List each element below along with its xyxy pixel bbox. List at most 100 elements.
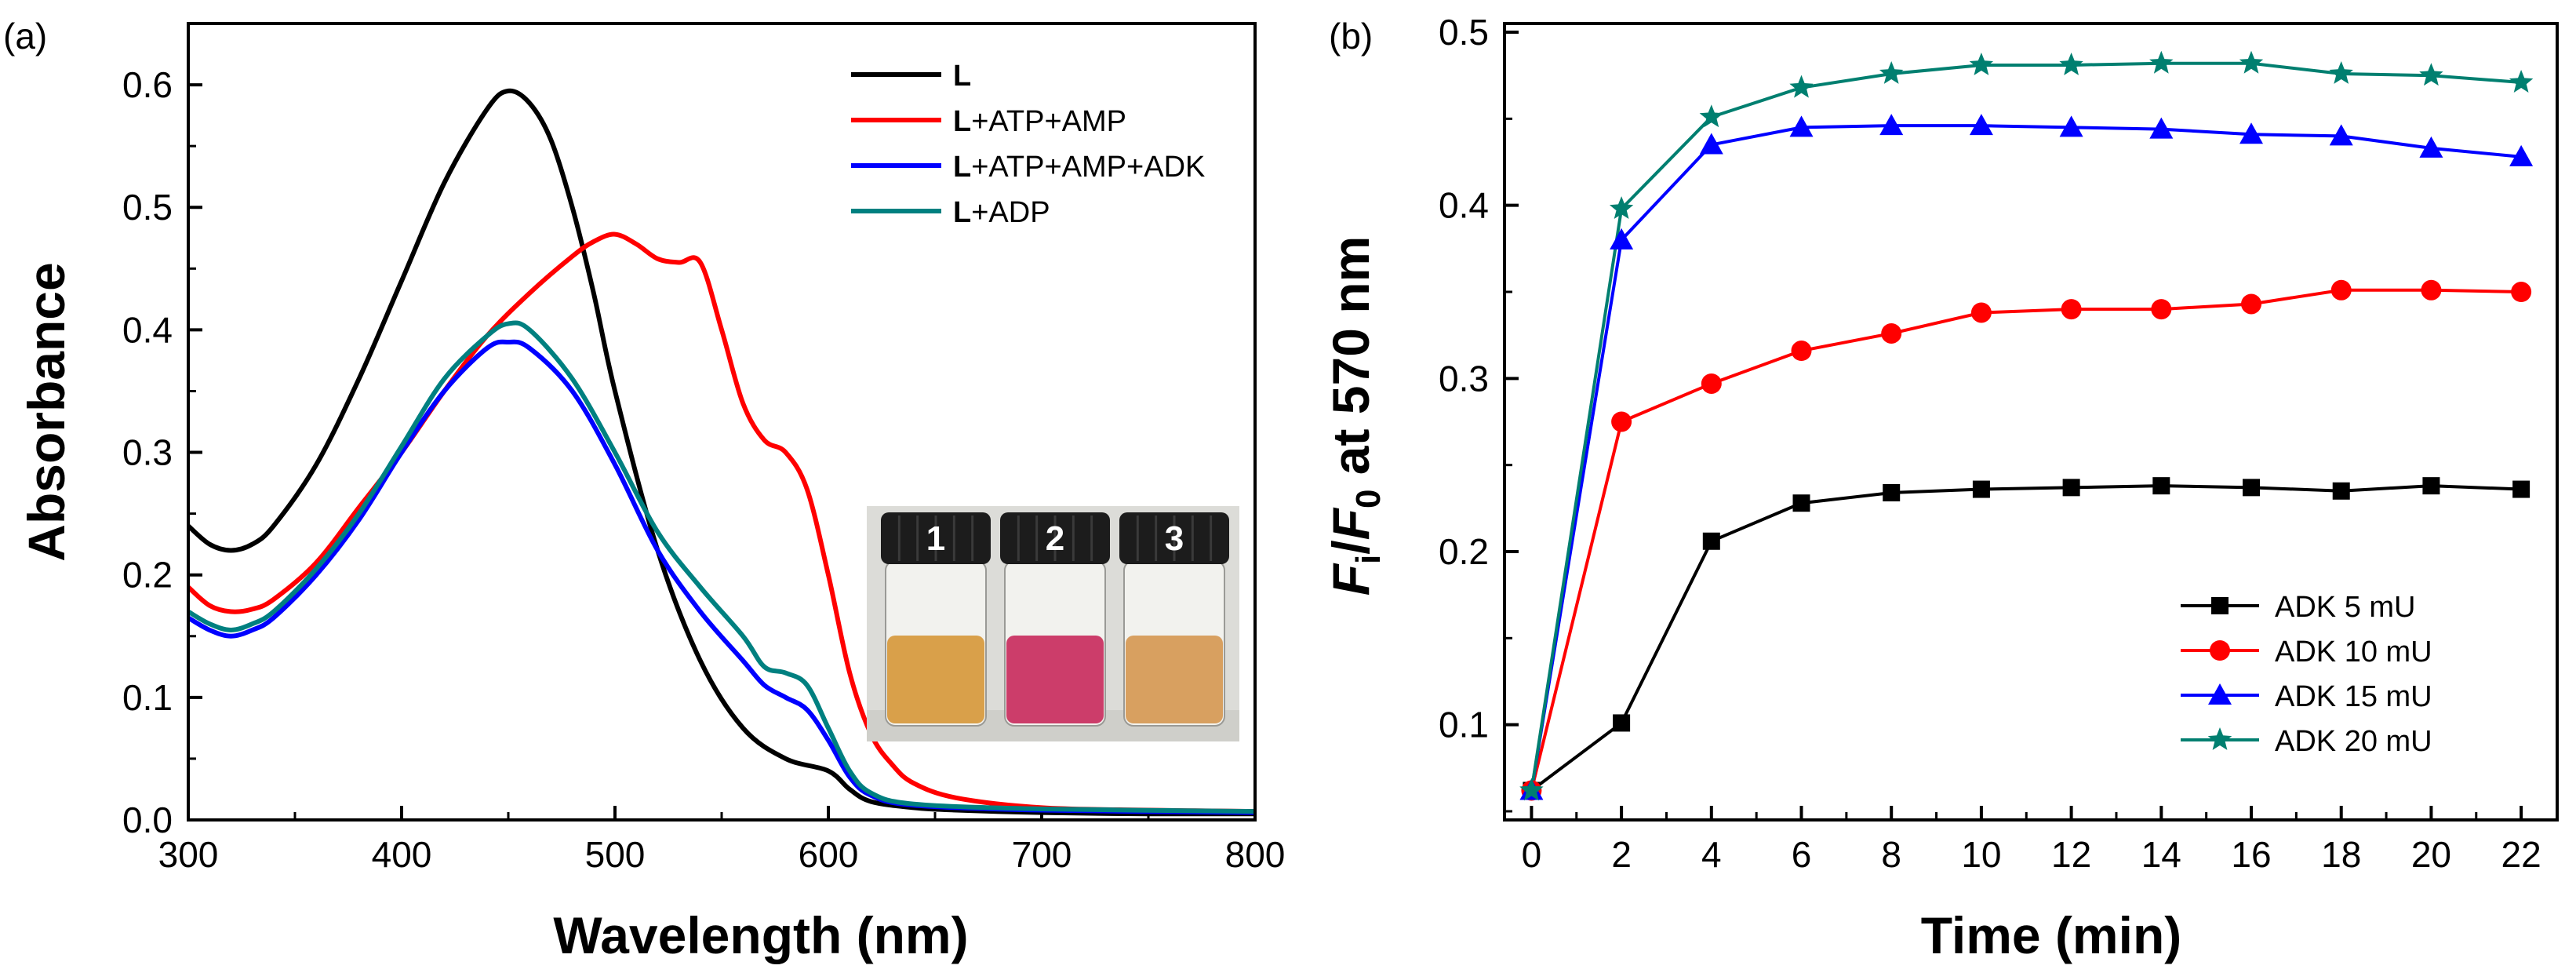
panel-b-x-tick-label: 8	[1881, 834, 1901, 875]
panel-a-y-tick-label: 0.2	[122, 555, 173, 596]
panel-b-point-s1	[2062, 479, 2080, 497]
panel-b-legend-entry: ADK 5 mU	[2275, 591, 2415, 624]
panel-b-y-title-tail: at 570 nm	[1322, 236, 1380, 490]
panel-a-series-line-1	[186, 88, 1256, 817]
panel-a-x-tick-label: 600	[799, 834, 859, 875]
panel-b-y-tick-label: 0.3	[1439, 358, 1489, 399]
panel-b-point-s3	[2239, 122, 2264, 144]
panel-b-point-s1	[2512, 480, 2531, 498]
panel-b-point-s4	[1879, 61, 1904, 84]
panel-a-legend-rest: +ATP+AMP+ADK	[971, 151, 1205, 184]
panel-b-x-tick-label: 18	[2321, 834, 2361, 875]
panel-a-series	[186, 88, 1256, 817]
vial-liquid	[1006, 636, 1104, 723]
panel-b-point-s1	[2422, 477, 2440, 495]
panel-b-point-s4	[1699, 104, 1723, 128]
panel-b-point-s1	[1883, 483, 1901, 501]
panel-b-point-s2	[2061, 299, 2082, 320]
panel-b-y-title-sub-0: 0	[1349, 490, 1388, 508]
panel-b-point-s3	[2329, 124, 2353, 146]
panel-b-point-s1	[2332, 482, 2350, 500]
panel-b-point-s4	[2059, 53, 2083, 75]
panel-b-series-line-3	[1530, 124, 2522, 791]
panel-a-x-tick-label: 400	[372, 834, 432, 875]
panel-a-y-tick-label: 0.0	[122, 800, 173, 840]
panel-b-point-s2	[2330, 279, 2352, 301]
panel-a-legend-rest: +ADP	[971, 196, 1050, 229]
vial-liquid	[887, 636, 984, 723]
panel-a-legend-bold: L	[953, 196, 971, 229]
panel-b-point-s4	[2149, 50, 2174, 74]
panel-b-legend-entry: ADK 20 mU	[2275, 725, 2432, 758]
panel-b-legend-marker	[2207, 727, 2232, 750]
panel-a-legend-entry: L+ATP+AMP+ADK	[953, 151, 1205, 184]
panel-a-series-line-2	[186, 231, 1256, 814]
panel-b-y-title-f2: F	[1322, 507, 1380, 540]
panel-a-x-tick-label: 700	[1012, 834, 1072, 875]
vial-number-label: 1	[926, 519, 945, 558]
panel-b-legend-marker	[2210, 640, 2230, 661]
panel-a-y-tick-label: 0.4	[122, 309, 173, 350]
panel-b-point-s3	[1879, 114, 1904, 136]
panel-b-point-s3	[2059, 115, 2083, 137]
panel-b-point-s4	[1609, 196, 1634, 219]
panel-b-x-tick-label: 4	[1701, 834, 1722, 875]
panel-a-ticks: 300 400 500 600 700 800 0.0 0.1 0.2 0.3 0.4 0.5 0.6	[122, 64, 1285, 875]
panel-a-label: (a)	[3, 16, 47, 56]
panel-a-x-tick-label: 500	[585, 834, 646, 875]
panel-b-y-tick-label: 0.5	[1439, 12, 1489, 53]
panel-a-y-tick-label: 0.3	[122, 432, 173, 473]
panel-b-point-s3	[1610, 228, 1634, 250]
panel-a-y-tick-label: 0.1	[122, 677, 173, 718]
panel-b-point-s4	[2239, 50, 2264, 74]
panel-a-y-tick-label: 0.5	[122, 187, 173, 228]
vial-number-label: 3	[1165, 519, 1184, 558]
panel-b-x-tick-label: 16	[2231, 834, 2271, 875]
vial-liquid	[1126, 636, 1223, 723]
vial-number-label: 2	[1046, 519, 1064, 558]
panel-b-point-s4	[1969, 53, 1994, 75]
panel-b-label: (b)	[1329, 16, 1373, 56]
panel-a-x-tick-label: 300	[158, 834, 219, 875]
panel-a: (a) Absorbance Wavelength (nm) 300 400 500…	[3, 16, 1285, 964]
panel-b-point-s4	[1519, 778, 1544, 801]
panel-b-x-tick-label: 20	[2411, 834, 2451, 875]
panel-b-series-line-4	[1530, 61, 2522, 791]
panel-b-x-tick-label: 12	[2051, 834, 2091, 875]
panel-a-x-tick-label: 800	[1225, 834, 1286, 875]
panel-b-point-s1	[2152, 477, 2170, 495]
panel-b-x-axis-title: Time (min)	[1921, 906, 2181, 964]
panel-b-y-title-f1: F	[1322, 563, 1380, 596]
panel-b-legend: ADK 5 mU ADK 10 mU ADK 15 mU ADK 20 mU	[2181, 591, 2432, 758]
panel-a-plot-frame	[187, 22, 1257, 822]
panel-b-point-s3	[2509, 144, 2534, 166]
panel-a-legend-rest: +ATP+AMP	[971, 105, 1126, 138]
panel-b-legend-marker	[2211, 597, 2229, 614]
panel-a-legend-bold: L	[953, 60, 971, 93]
panel-b-point-s1	[1702, 532, 1720, 550]
panel-b-x-tick-label: 2	[1611, 834, 1632, 875]
panel-b-series	[1519, 50, 2534, 801]
panel-b-x-tick-label: 6	[1792, 834, 1812, 875]
panel-a-legend-bold: L	[953, 105, 971, 138]
panel-b-point-s2	[2511, 282, 2532, 303]
panel-b-point-s3	[2149, 117, 2174, 139]
panel-b-point-s3	[2419, 136, 2443, 158]
panel-b-y-title-sub-i: i	[1349, 555, 1388, 564]
panel-b-point-s4	[2509, 70, 2534, 93]
panel-b-point-s1	[1792, 494, 1810, 512]
panel-b-point-s2	[1611, 411, 1632, 432]
panel-b-point-s2	[1701, 373, 1722, 394]
panel-b-series-line-2	[1530, 288, 2522, 791]
panel-b-point-s3	[1699, 133, 1723, 155]
panel-b-point-s4	[2419, 63, 2443, 86]
panel-a-legend-entry: L+ATP+AMP	[953, 105, 1126, 138]
panel-a-y-axis-title: Absorbance	[17, 262, 75, 561]
panel-a-x-axis-title: Wavelength (nm)	[553, 906, 968, 964]
panel-b-y-title-slash: /	[1322, 540, 1380, 554]
panel-a-series-line-4	[187, 320, 1256, 814]
panel-b-legend-entry: ADK 10 mU	[2275, 636, 2432, 669]
panel-a-legend-entry: L	[953, 60, 971, 93]
